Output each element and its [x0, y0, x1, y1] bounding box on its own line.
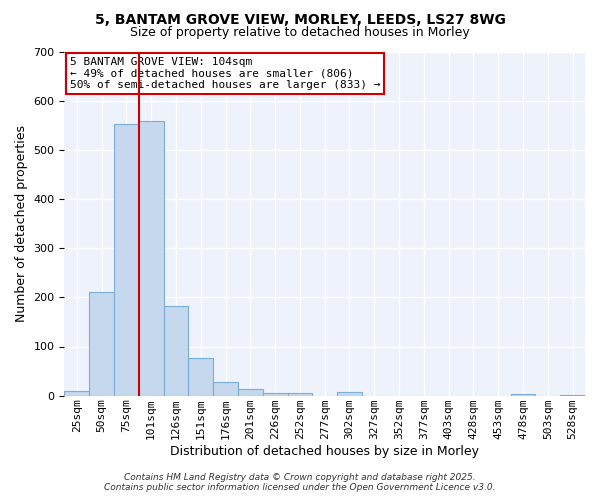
- Y-axis label: Number of detached properties: Number of detached properties: [15, 125, 28, 322]
- Bar: [89, 292, 114, 396]
- Bar: [337, 392, 362, 396]
- Bar: [287, 392, 313, 396]
- Bar: [560, 394, 585, 396]
- Bar: [511, 394, 535, 396]
- Text: Contains HM Land Registry data © Crown copyright and database right 2025.
Contai: Contains HM Land Registry data © Crown c…: [104, 473, 496, 492]
- Bar: [188, 358, 213, 396]
- Bar: [213, 382, 238, 396]
- Bar: [139, 122, 164, 396]
- Bar: [114, 124, 139, 396]
- Text: 5 BANTAM GROVE VIEW: 104sqm
← 49% of detached houses are smaller (806)
50% of se: 5 BANTAM GROVE VIEW: 104sqm ← 49% of det…: [70, 56, 380, 90]
- Bar: [64, 391, 89, 396]
- Bar: [263, 393, 287, 396]
- X-axis label: Distribution of detached houses by size in Morley: Distribution of detached houses by size …: [170, 444, 479, 458]
- Text: Size of property relative to detached houses in Morley: Size of property relative to detached ho…: [130, 26, 470, 39]
- Text: 5, BANTAM GROVE VIEW, MORLEY, LEEDS, LS27 8WG: 5, BANTAM GROVE VIEW, MORLEY, LEEDS, LS2…: [95, 12, 505, 26]
- Bar: [238, 390, 263, 396]
- Bar: [164, 306, 188, 396]
